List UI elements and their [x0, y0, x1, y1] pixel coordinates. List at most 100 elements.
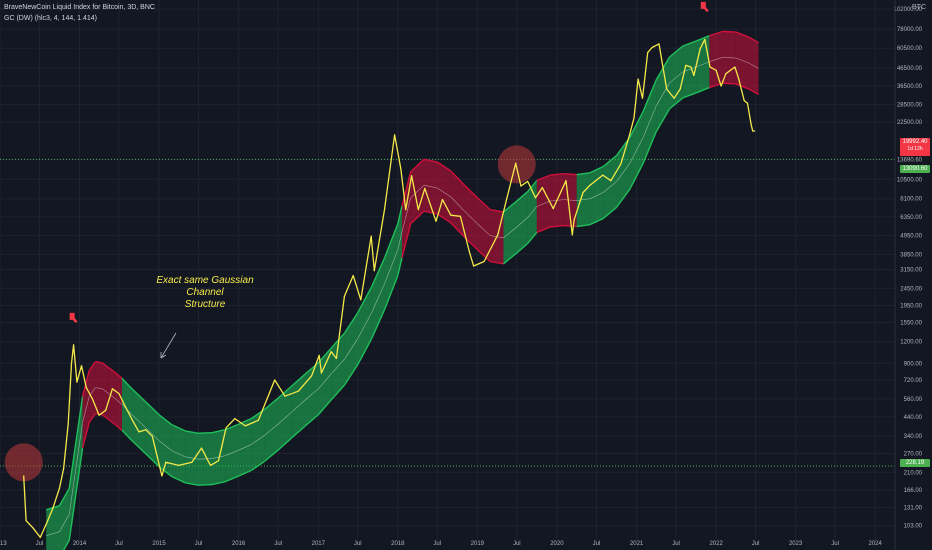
price-point — [118, 393, 120, 395]
price-point — [284, 395, 286, 397]
price-point — [151, 435, 153, 437]
channel-lower-segment — [185, 482, 199, 486]
price-point — [582, 191, 584, 194]
annotation-line-2: Structure — [184, 299, 226, 310]
channel-lower-segment — [88, 413, 96, 423]
price-point — [373, 270, 375, 272]
channel-upper-segment — [68, 442, 77, 489]
price-point — [424, 187, 426, 189]
price-point — [573, 219, 575, 221]
channel-mid-segment — [709, 57, 723, 62]
channel-lower-segment — [251, 460, 266, 471]
channel-mid-segment — [344, 338, 358, 360]
channel-upper-segment — [131, 388, 147, 403]
channel-mid-segment — [357, 313, 372, 339]
channel-mid-segment — [536, 200, 551, 207]
price-point — [610, 180, 612, 182]
channel-lower-segment — [75, 447, 84, 495]
price-point — [320, 372, 322, 374]
price-point — [161, 475, 163, 477]
price-point — [39, 536, 41, 539]
channel-mid-segment — [643, 105, 657, 137]
price-point — [666, 88, 668, 90]
x-tick-label: Jul — [513, 541, 521, 547]
y-tick-label: 6350.00 — [900, 215, 922, 221]
channel-upper-segment — [343, 312, 359, 334]
price-point — [450, 214, 452, 216]
price-point — [658, 43, 660, 45]
channel-mid-segment — [437, 187, 451, 198]
price-point — [111, 388, 114, 390]
price-point — [25, 520, 27, 522]
y-tick-label: 78000.00 — [897, 27, 923, 33]
price-point — [725, 73, 727, 75]
channel-mid-segment — [318, 373, 332, 389]
y-tick-label: 1200.00 — [900, 340, 922, 346]
annotation-arrow — [160, 332, 177, 359]
channel-lower-segment — [115, 424, 123, 431]
channel-upper-segment — [563, 172, 577, 176]
y-tick-label: 270.00 — [904, 451, 923, 457]
channel-band-segment — [46, 505, 60, 550]
channel-upper-segment — [436, 161, 452, 172]
channel-upper-segment — [75, 396, 84, 443]
channel-upper-segment — [450, 170, 465, 186]
price-point — [497, 234, 499, 236]
price-point — [405, 209, 407, 211]
x-tick-label: Jul — [752, 541, 760, 547]
price-point — [257, 419, 259, 421]
channel-upper-segment — [88, 361, 96, 371]
price-point — [393, 134, 396, 136]
channel-mid-segment — [477, 223, 491, 236]
channel-upper-segment — [682, 40, 697, 47]
channel-upper-segment — [95, 361, 103, 364]
x-tick-label: Jul — [274, 541, 282, 547]
price-point — [468, 250, 470, 253]
price-point — [125, 406, 127, 408]
price-point — [602, 174, 604, 176]
channel-mid-segment — [68, 468, 77, 515]
channel-mid-segment — [46, 531, 60, 537]
channel-mid-segment — [108, 393, 116, 400]
channel-upper-segment — [145, 401, 160, 416]
y-tick-label: 166.00 — [904, 488, 923, 494]
y-tick-label: 4950.00 — [900, 234, 922, 240]
channel-mid-segment — [225, 449, 239, 456]
y-tick-label: 560.00 — [904, 397, 923, 403]
price-point — [754, 130, 756, 132]
price-point — [459, 215, 461, 217]
channel-mid-segment — [198, 458, 212, 460]
channel-lower-segment — [576, 223, 591, 228]
channel-lower-segment — [264, 449, 279, 462]
x-tick-label: 2013 — [0, 541, 7, 547]
price-point — [80, 365, 83, 367]
channel-lower-segment — [550, 224, 564, 228]
chart-title: BraveNewCoin Liquid Index for Bitcoin, 3… — [4, 4, 155, 11]
channel-mid-segment — [238, 444, 252, 451]
x-tick-label: 2018 — [391, 541, 405, 547]
price-point — [91, 398, 93, 400]
channel-lower-segment — [616, 188, 631, 208]
channel-mid-segment — [423, 184, 438, 189]
lower-level-tag: 228.19 — [900, 459, 930, 467]
price-point — [704, 38, 706, 40]
price-point — [274, 379, 276, 381]
channel-mid-segment — [629, 136, 644, 164]
price-point — [750, 123, 752, 125]
channel-mid-segment — [384, 249, 399, 284]
y-tick-label: 720.00 — [904, 378, 923, 384]
current-price-tag: 19992.40 1d 12h — [900, 138, 930, 156]
channel-mid-segment — [603, 181, 617, 193]
channel-upper-segment — [171, 424, 186, 432]
price-point — [63, 468, 65, 470]
y-tick-label: 2450.00 — [900, 286, 922, 292]
channel-lower-segment — [277, 437, 293, 451]
channel-upper-segment — [330, 332, 345, 349]
price-point — [738, 78, 740, 80]
channel-lower-segment — [304, 414, 319, 427]
channel-upper-segment — [503, 200, 518, 213]
price-point — [225, 427, 227, 429]
channel-mid-segment — [397, 231, 403, 250]
price-point — [752, 130, 754, 132]
